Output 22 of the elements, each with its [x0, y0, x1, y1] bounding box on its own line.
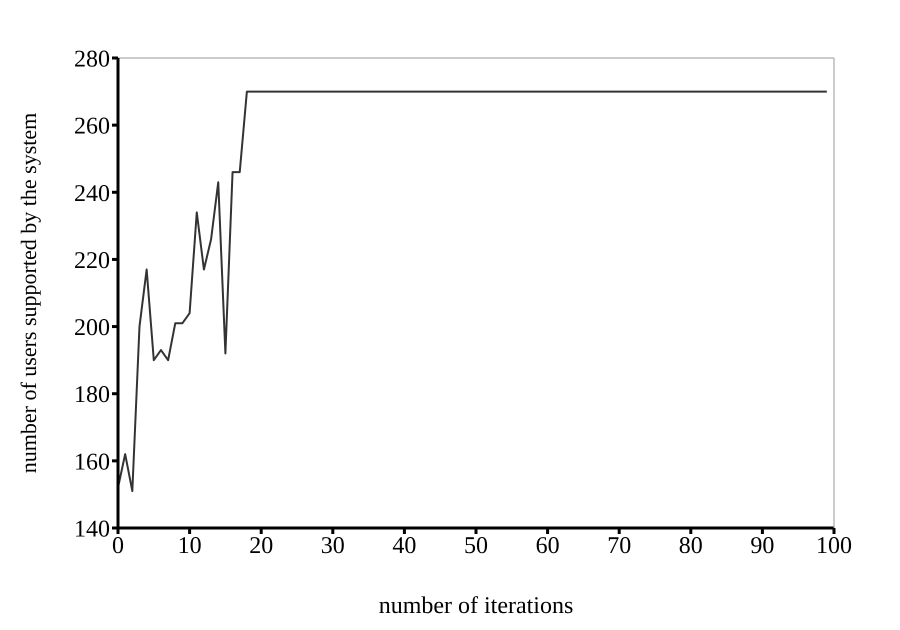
- y-tick-label: 140: [74, 516, 110, 543]
- y-tick-label: 260: [74, 114, 110, 140]
- x-tick-label: 60: [536, 533, 560, 560]
- x-tick-label: 90: [750, 533, 774, 560]
- y-tick-label: 180: [74, 382, 110, 408]
- x-tick-label: 30: [320, 533, 345, 560]
- y-tick-label: 240: [74, 180, 110, 207]
- x-tick-label: 80: [678, 533, 703, 560]
- x-tick-label: 100: [816, 533, 852, 560]
- x-tick-label: 0: [112, 533, 124, 560]
- y-axis-title: number of users supported by the system: [16, 112, 41, 474]
- line-series: [118, 90, 828, 492]
- x-tick-label: 50: [464, 533, 488, 560]
- x-tick-label: 70: [607, 533, 632, 560]
- y-tick-label: 160: [74, 449, 110, 476]
- y-tick-label: 220: [74, 248, 110, 274]
- x-axis-title: number of iterations: [378, 593, 574, 620]
- x-tick-label: 20: [249, 533, 274, 560]
- x-tick-label: 40: [392, 533, 416, 560]
- y-tick-label: 280: [74, 46, 110, 73]
- y-tick-label: 200: [74, 315, 110, 342]
- x-tick-label: 10: [178, 533, 202, 560]
